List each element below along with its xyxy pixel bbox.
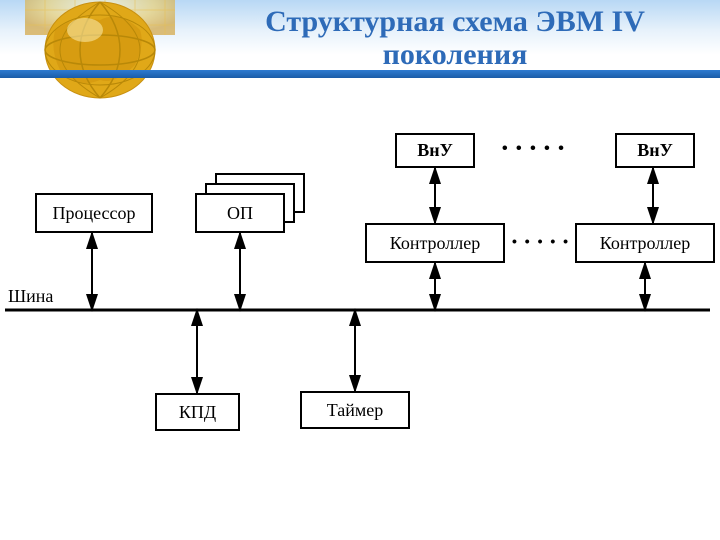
slide-header: Структурная схема ЭВМ IV поколения <box>0 0 720 78</box>
header-underline <box>0 70 720 78</box>
node-ctrl2: Контроллер <box>575 223 715 263</box>
node-kpd: КПД <box>155 393 240 431</box>
node-op: ОП <box>195 193 285 233</box>
node-timer: Таймер <box>300 391 410 429</box>
node-processor: Процессор <box>35 193 153 233</box>
node-vnu2: ВнУ <box>615 133 695 168</box>
block-diagram: Процессор ОП ВнУ ВнУ Контроллер Контроллер КПД… <box>0 78 720 540</box>
node-ctrl1: Контроллер <box>365 223 505 263</box>
node-vnu1: ВнУ <box>395 133 475 168</box>
slide-title: Структурная схема ЭВМ IV поколения <box>195 5 715 71</box>
ellipsis-mid: • • • • • <box>512 233 570 249</box>
bus-label: Шина <box>8 286 53 307</box>
ellipsis-top: • • • • • <box>502 140 566 158</box>
